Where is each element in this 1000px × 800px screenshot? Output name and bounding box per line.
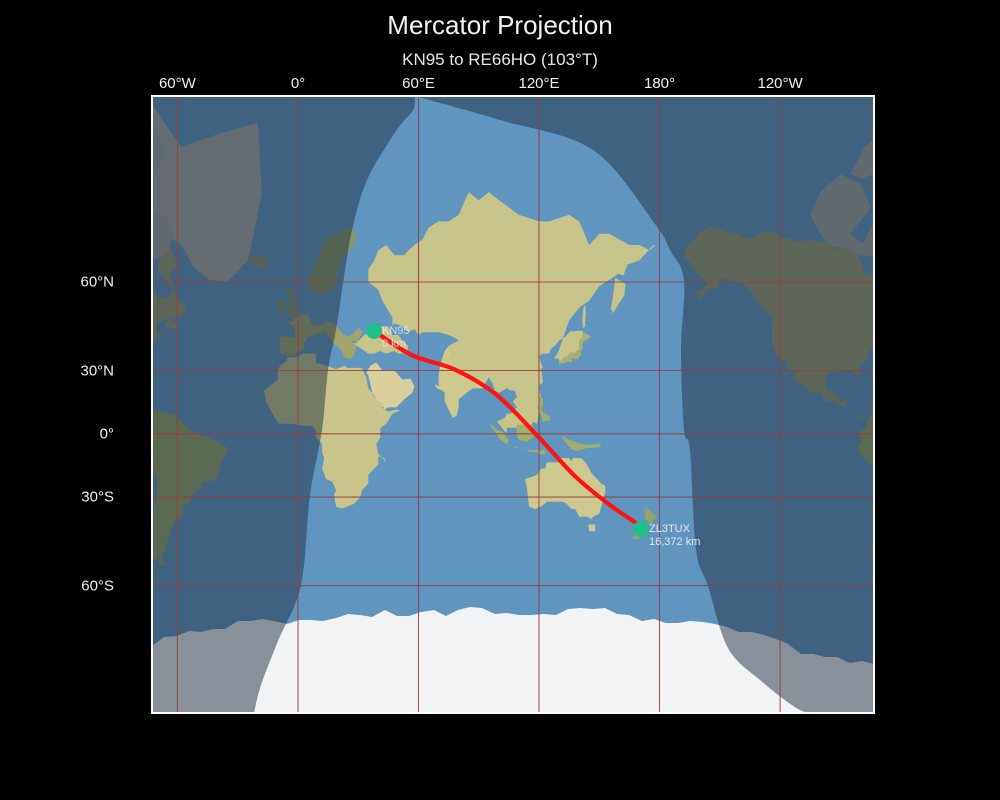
svg-text:KN95: KN95 <box>382 325 410 337</box>
svg-text:ZL3TUX: ZL3TUX <box>649 523 691 535</box>
svg-text:16,372 km: 16,372 km <box>649 536 700 548</box>
svg-text:0 km: 0 km <box>382 338 406 350</box>
